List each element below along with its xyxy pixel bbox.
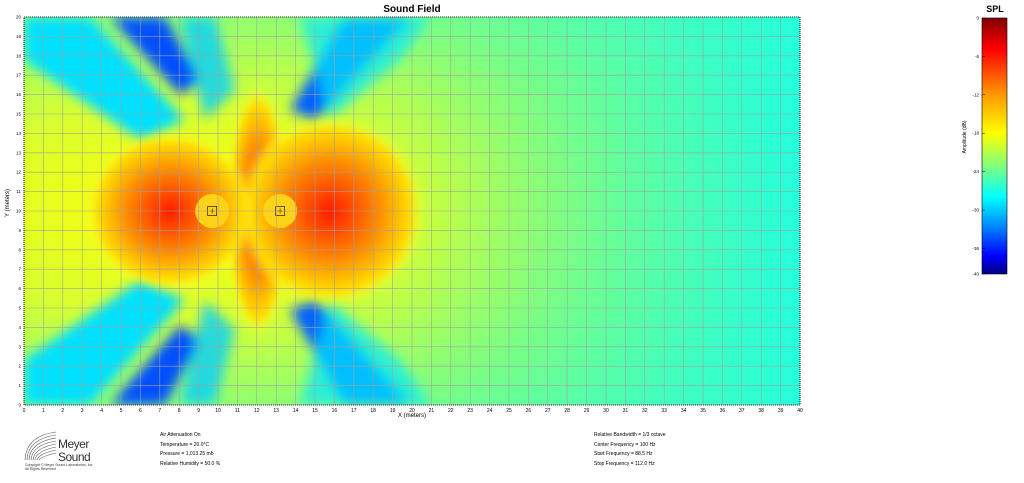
y-tick-label: 16 (16, 92, 22, 97)
x-tick-label: 18 (370, 408, 376, 414)
x-tick-label: 31 (623, 408, 629, 414)
x-tick-label: 13 (273, 408, 279, 414)
y-tick-label: 1 (18, 383, 21, 388)
info-line: Temperature = 20.0°C (160, 441, 210, 448)
info-line: Pressure = 1,013.25 mb (160, 451, 214, 457)
info-line: Relative Humidity = 50.0 % (160, 460, 221, 467)
x-tick-label: 22 (448, 408, 454, 414)
x-tick-label: 36 (720, 408, 726, 414)
colorbar-tick-label: 0 (976, 16, 979, 21)
x-tick-label: 24 (487, 408, 493, 414)
x-tick-label: 29 (584, 408, 590, 414)
logo-text-meyer: Meyer (58, 437, 89, 451)
y-tick-label: 2 (18, 364, 21, 369)
colorbar-tick-label: -40 (972, 272, 979, 277)
x-tick-label: 10 (215, 408, 221, 414)
x-tick-label: 21 (429, 408, 435, 414)
colorbar-ticks: 0 -6 -12 -18 -24 -30 -36 -40 (972, 16, 985, 277)
environment-info: Air Attenuation On Temperature = 20.0°C … (160, 431, 220, 469)
y-tick-label: 19 (16, 34, 22, 39)
x-axis-label: X (meters) (397, 413, 426, 419)
y-tick-label: 9 (18, 228, 21, 233)
y-axis-label: Y (meters) (5, 189, 11, 217)
x-tick-label: 5 (120, 408, 123, 414)
x-tick-label: 6 (139, 408, 142, 414)
x-tick-label: 28 (564, 408, 570, 414)
y-tick-label: 14 (16, 131, 22, 136)
x-tick-label: 16 (332, 408, 338, 414)
x-tick-label: 17 (351, 408, 357, 414)
y-tick-label: 11 (16, 189, 21, 194)
y-tick-label: 18 (16, 53, 22, 58)
y-tick-label: 3 (18, 344, 21, 349)
colorbar-tick-label: -18 (972, 131, 979, 136)
info-line: Relative Bandwidth = 1/3 octave (594, 432, 666, 438)
x-tick-label: 35 (700, 408, 706, 414)
x-tick-label: 8 (178, 408, 181, 414)
colorbar-title: SPL (986, 4, 1004, 14)
x-tick-label: 39 (778, 408, 784, 414)
y-tick-label: 20 (16, 15, 22, 20)
x-tick-label: 32 (642, 408, 648, 414)
colorbar (981, 17, 1008, 275)
x-tick-label: 11 (235, 408, 240, 414)
logo-text-sound: Sound (58, 450, 91, 464)
x-tick-label: 30 (603, 408, 609, 414)
y-tick-label: 10 (16, 209, 22, 214)
x-tick-label: 27 (545, 408, 551, 414)
colorbar-tick-label: -36 (972, 246, 979, 251)
x-tick-label: 33 (661, 408, 667, 414)
copyright-line: Copyright © Meyer Sound Laboratories, In… (25, 463, 94, 467)
x-tick-label: 12 (254, 408, 260, 414)
x-tick-label: 40 (797, 408, 803, 414)
x-tick-label: 4 (100, 408, 103, 414)
y-tick-label: 13 (16, 150, 22, 155)
y-tick-label: 6 (18, 286, 21, 291)
x-tick-label: 20 (409, 408, 415, 414)
y-tick-label: 5 (18, 306, 21, 311)
meyer-sound-logo-graphic (24, 431, 57, 461)
x-tick-label: 7 (158, 408, 161, 414)
x-tick-label: 37 (739, 408, 745, 414)
x-tick-label: 3 (81, 408, 84, 414)
x-tick-label: 2 (61, 408, 64, 414)
info-line: Stop Frequency = 112.0 Hz (594, 460, 655, 467)
plot-frame (23, 16, 801, 406)
y-tick-label: 17 (16, 73, 22, 78)
y-tick-label: 4 (18, 325, 21, 330)
x-tick-label: 26 (526, 408, 532, 414)
x-tick-label: 1 (42, 408, 45, 414)
x-tick-label: 23 (467, 408, 473, 414)
x-tick-label: 14 (293, 408, 299, 414)
colorbar-tick-label: -24 (972, 169, 979, 174)
info-line: Start Frequency = 88.5 Hz (594, 451, 653, 457)
x-axis-ticks: 0 1 2 3 4 5 6 7 8 9 10 11 12 13 14 15 16 17 18 19 20 21 22 23 24… (23, 408, 803, 414)
info-line: Air Attenuation On (160, 432, 201, 438)
y-tick-label: 12 (16, 170, 22, 175)
colorbar-tick-label: -12 (972, 92, 979, 97)
x-tick-label: 19 (390, 408, 396, 414)
info-line: Center Frequency = 100 Hz (594, 441, 656, 448)
x-tick-label: 0 (23, 408, 26, 414)
x-tick-label: 9 (197, 408, 200, 414)
x-tick-label: 38 (758, 408, 764, 414)
x-tick-label: 34 (681, 408, 687, 414)
colorbar-tick-label: -30 (972, 208, 979, 213)
y-tick-label: 7 (18, 267, 21, 272)
colorbar-label: Amplitude (dB) (962, 120, 968, 154)
colorbar-tick-label: -6 (975, 54, 979, 59)
chart-title: Sound Field (383, 4, 441, 15)
x-tick-label: 25 (506, 408, 512, 414)
x-tick-label: 15 (312, 408, 318, 414)
copyright-line: All Rights Reserved (25, 467, 56, 471)
y-tick-label: 0 (18, 403, 21, 408)
plot-grid (23, 16, 801, 406)
y-tick-label: 15 (16, 112, 22, 117)
frequency-info: Relative Bandwidth = 1/3 octave Center F… (594, 431, 666, 469)
logo-copyright: Copyright © Meyer Sound Laboratories, In… (25, 463, 93, 471)
y-tick-label: 8 (18, 247, 21, 252)
